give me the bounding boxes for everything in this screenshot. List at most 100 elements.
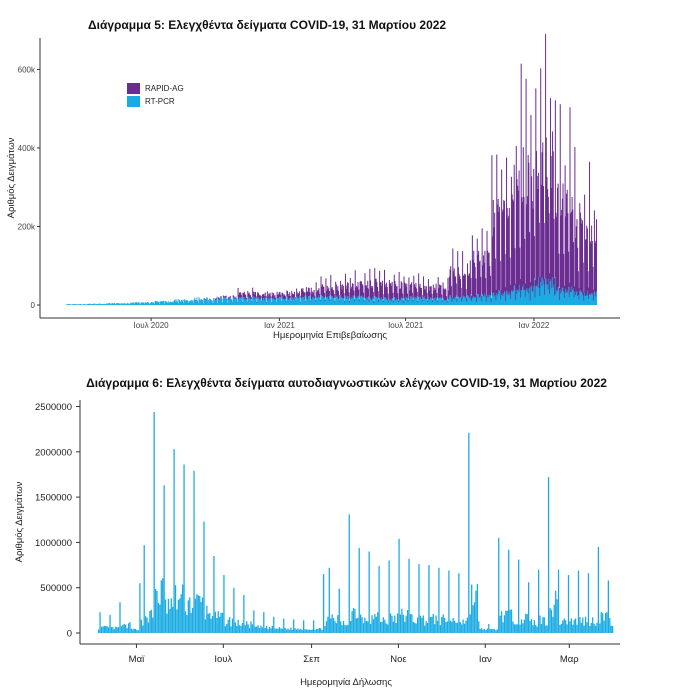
- bar-rapid-ag: [569, 107, 571, 288]
- bar-rapid-ag: [499, 206, 501, 291]
- bar-rt-pcr: [365, 297, 367, 305]
- bar-rt-pcr: [251, 302, 253, 305]
- bar-rt-pcr: [564, 292, 566, 305]
- bar-daily: [197, 595, 199, 633]
- bar-rt-pcr: [100, 304, 102, 305]
- bar-daily: [482, 629, 484, 633]
- bar-daily: [594, 625, 597, 633]
- bar-rt-pcr: [146, 301, 148, 305]
- bar-peak: [607, 580, 610, 633]
- bar-rt-pcr: [95, 304, 97, 306]
- bar-daily: [475, 590, 477, 633]
- bar-rapid-ag: [590, 243, 592, 295]
- bar-rapid-ag: [568, 251, 570, 287]
- bar-rapid-ag: [381, 280, 383, 300]
- bar-rt-pcr: [409, 296, 411, 305]
- bar-rapid-ag: [474, 266, 476, 297]
- bar-daily: [402, 614, 404, 633]
- bar-rt-pcr: [257, 298, 259, 305]
- bar-rapid-ag: [409, 290, 411, 300]
- bar-rt-pcr: [93, 303, 95, 305]
- bar-daily: [416, 617, 419, 633]
- bar-rt-pcr: [100, 303, 102, 305]
- bar-rapid-ag: [496, 154, 498, 294]
- bar-rt-pcr: [180, 301, 182, 305]
- bar-rt-pcr: [513, 290, 515, 305]
- bar-rapid-ag: [340, 285, 342, 297]
- bar-rt-pcr: [303, 299, 305, 305]
- bar-daily: [533, 620, 535, 633]
- bar-rapid-ag: [366, 288, 368, 300]
- bar-rapid-ag: [420, 288, 422, 300]
- bar-rapid-ag: [548, 213, 550, 279]
- bar-rt-pcr: [226, 299, 228, 305]
- bar-rapid-ag: [259, 295, 261, 300]
- bar-rt-pcr: [568, 297, 570, 305]
- bar-rt-pcr: [225, 297, 226, 305]
- bar-rapid-ag: [271, 302, 273, 303]
- bar-rapid-ag: [453, 271, 455, 299]
- bar-rt-pcr: [328, 299, 330, 305]
- bar-daily: [132, 629, 134, 633]
- bar-rt-pcr: [97, 304, 99, 305]
- bar-rt-pcr: [446, 299, 448, 305]
- bar-rapid-ag: [273, 292, 275, 298]
- bar-rt-pcr: [91, 304, 93, 305]
- bar-rt-pcr: [386, 298, 388, 305]
- bar-rt-pcr: [231, 300, 233, 305]
- bar-rt-pcr: [212, 303, 214, 305]
- bar-rapid-ag: [268, 294, 270, 300]
- bar-rt-pcr: [210, 299, 212, 305]
- bar-daily: [414, 622, 416, 633]
- bar-rapid-ag: [553, 218, 555, 285]
- bar-rt-pcr: [377, 297, 379, 305]
- bar-rapid-ag: [275, 297, 277, 300]
- bar-rt-pcr: [522, 287, 524, 305]
- bar-rapid-ag: [437, 277, 439, 298]
- bar-rt-pcr: [386, 299, 388, 305]
- bar-rapid-ag: [470, 278, 472, 295]
- bar-daily: [600, 612, 602, 633]
- bar-rt-pcr: [162, 301, 164, 305]
- bar-rapid-ag: [367, 288, 369, 297]
- bar-rt-pcr: [314, 301, 316, 305]
- bar-rt-pcr: [84, 304, 86, 305]
- bar-rapid-ag: [356, 287, 358, 298]
- bar-rt-pcr: [519, 284, 521, 305]
- bar-rapid-ag: [531, 176, 533, 286]
- bar-rapid-ag: [328, 287, 330, 300]
- bar-rapid-ag: [255, 296, 257, 299]
- bar-rt-pcr: [545, 278, 547, 305]
- bar-rt-pcr: [584, 296, 586, 305]
- bar-rt-pcr: [277, 298, 279, 305]
- bar-rt-pcr: [109, 304, 111, 305]
- bar-peak: [328, 567, 330, 633]
- bar-rt-pcr: [129, 304, 131, 305]
- bar-daily: [579, 617, 581, 633]
- bar-rt-pcr: [216, 297, 218, 305]
- bar-rt-pcr: [198, 298, 200, 305]
- bar-rt-pcr: [508, 292, 510, 305]
- bar-rapid-ag: [386, 282, 388, 299]
- bar-peak: [253, 610, 255, 633]
- bar-rt-pcr: [433, 298, 435, 305]
- y-tick-label: 0: [67, 629, 72, 640]
- bar-rt-pcr: [317, 297, 319, 305]
- x-tick-label: Ιαν 2022: [518, 321, 549, 330]
- bar-rt-pcr: [448, 295, 450, 305]
- bar-rapid-ag: [446, 296, 448, 300]
- bar-rapid-ag: [471, 295, 473, 302]
- bar-daily: [459, 622, 461, 633]
- bar-rapid-ag: [437, 300, 438, 303]
- bar-rt-pcr: [312, 297, 314, 305]
- bar-rapid-ag: [416, 292, 418, 297]
- bar-rapid-ag: [530, 114, 532, 287]
- bar-rapid-ag: [515, 283, 517, 301]
- bar-daily: [405, 615, 407, 633]
- bar-daily: [421, 617, 423, 633]
- bar-rapid-ag: [398, 271, 400, 300]
- bar-rapid-ag: [363, 300, 365, 303]
- bar-peak: [173, 449, 175, 633]
- bar-rapid-ag: [351, 286, 353, 298]
